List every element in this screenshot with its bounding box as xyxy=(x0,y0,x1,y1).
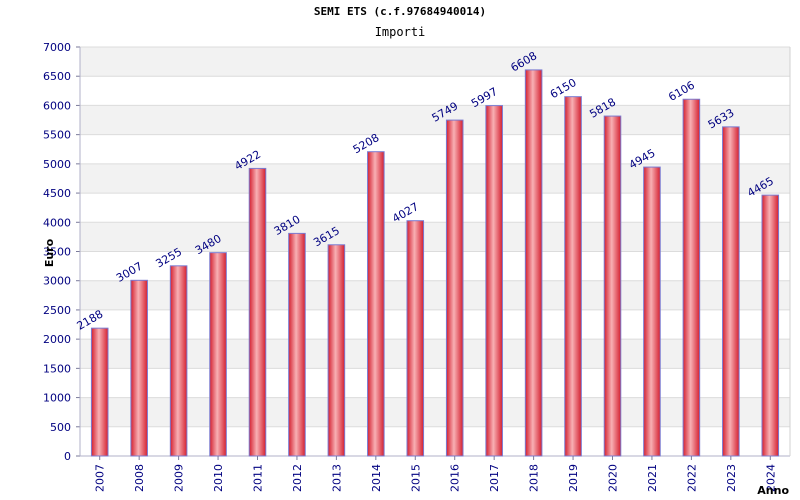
bar xyxy=(209,252,227,457)
bar xyxy=(524,69,543,457)
grid-band xyxy=(80,339,790,369)
y-tick-label: 6000 xyxy=(43,99,71,112)
bar xyxy=(682,98,701,457)
y-tick-label: 7000 xyxy=(43,41,71,54)
x-tick-label: 2012 xyxy=(291,464,304,492)
x-tick-label: 2010 xyxy=(212,464,225,492)
bar xyxy=(288,232,306,457)
y-tick-label: 1500 xyxy=(43,362,71,375)
x-tick-label: 2013 xyxy=(330,464,343,492)
x-tick-label: 2017 xyxy=(488,464,501,492)
x-tick-label: 2007 xyxy=(94,464,107,492)
bars xyxy=(90,69,780,457)
y-tick-label: 2000 xyxy=(43,333,71,346)
grid-band xyxy=(80,163,790,194)
bar xyxy=(130,279,148,457)
bar xyxy=(445,119,464,457)
y-tick-label: 3000 xyxy=(43,275,71,288)
y-tick-label: 5000 xyxy=(43,158,71,171)
y-tick-label: 3500 xyxy=(43,246,71,259)
y-tick-label: 0 xyxy=(64,450,71,463)
x-tick-label: 2020 xyxy=(607,464,620,492)
x-tick-label: 2014 xyxy=(370,464,383,492)
chart-subtitle: Importi xyxy=(374,25,426,39)
bar xyxy=(485,105,503,457)
y-tick-label: 5500 xyxy=(43,129,71,142)
x-tick-label: 2009 xyxy=(173,464,186,492)
y-tick-label: 6500 xyxy=(43,70,71,83)
plot-bands xyxy=(80,47,790,427)
y-tick-label: 2500 xyxy=(43,304,71,317)
bar xyxy=(643,166,661,457)
y-tick-label: 4500 xyxy=(43,187,71,200)
x-tick-label: 2011 xyxy=(252,464,265,492)
bar xyxy=(248,167,267,457)
bar xyxy=(90,327,109,457)
axes xyxy=(79,47,791,457)
grid-band xyxy=(80,397,790,427)
x-tick-label: 2015 xyxy=(409,464,422,492)
y-tick-label: 500 xyxy=(50,421,71,434)
grid-band xyxy=(80,47,790,77)
chart-title: SEMI ETS (c.f.97684940014) xyxy=(313,5,487,18)
bar xyxy=(564,96,582,457)
x-tick-labels: 2007 2008 2009 2010 2011 2012 2013 2014 2015 2016… xyxy=(94,456,777,492)
y-tick-label: 1000 xyxy=(43,392,71,405)
bar xyxy=(169,265,188,457)
x-tick-label: 2024 xyxy=(764,464,777,492)
x-tick-label: 2019 xyxy=(567,464,580,492)
x-tick-label: 2021 xyxy=(646,464,659,492)
bar xyxy=(761,194,780,457)
bar xyxy=(406,220,425,457)
x-tick-label: 2022 xyxy=(685,464,698,492)
x-axis-title: Anno xyxy=(757,484,789,497)
x-tick-label: 2008 xyxy=(133,464,146,492)
grid-band xyxy=(80,280,790,310)
y-tick-label: 4000 xyxy=(43,216,71,229)
x-tick-label: 2016 xyxy=(449,464,462,492)
y-axis-title: Euro xyxy=(43,238,56,267)
bar xyxy=(722,126,740,457)
bar xyxy=(603,115,622,457)
grid-band xyxy=(80,105,790,135)
grid-band xyxy=(80,222,790,252)
bar xyxy=(327,244,346,457)
x-tick-label: 2023 xyxy=(725,464,738,492)
y-tick-labels: 0 500 1000 1500 2000 2500 3000 3500 4000 4500 5000… xyxy=(43,41,71,463)
x-tick-label: 2018 xyxy=(528,464,541,492)
bar xyxy=(367,151,385,457)
